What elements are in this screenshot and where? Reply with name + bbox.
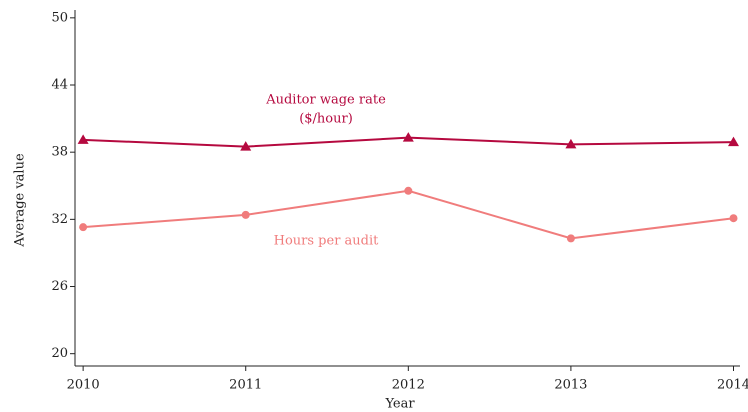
marker bbox=[241, 210, 250, 219]
x-tick-label: 2014 bbox=[717, 378, 748, 393]
marker bbox=[79, 223, 88, 232]
x-tick-label: 2013 bbox=[554, 378, 587, 393]
marker bbox=[402, 132, 414, 142]
marker bbox=[240, 141, 252, 151]
y-tick-label: 20 bbox=[51, 346, 68, 361]
marker bbox=[77, 134, 89, 144]
marker bbox=[565, 138, 577, 149]
annotation: Auditor wage rate bbox=[265, 93, 386, 108]
y-tick-label: 50 bbox=[51, 10, 68, 25]
y-axis-label: Average value bbox=[13, 153, 28, 248]
x-tick-label: 2011 bbox=[229, 378, 262, 393]
y-tick-label: 44 bbox=[51, 78, 68, 93]
y-tick-label: 32 bbox=[51, 212, 68, 227]
annotation: ($/hour) bbox=[299, 112, 353, 127]
x-tick-label: 2010 bbox=[67, 378, 100, 393]
marker bbox=[727, 136, 739, 147]
x-axis-label: Year bbox=[384, 397, 415, 412]
annotation: Hours per audit bbox=[274, 234, 380, 249]
line bbox=[83, 189, 734, 240]
marker bbox=[566, 234, 575, 243]
marker bbox=[404, 186, 413, 195]
marker bbox=[729, 214, 738, 223]
y-tick-label: 26 bbox=[51, 279, 68, 294]
x-tick-label: 2012 bbox=[392, 378, 425, 393]
y-tick-label: 38 bbox=[51, 145, 68, 160]
